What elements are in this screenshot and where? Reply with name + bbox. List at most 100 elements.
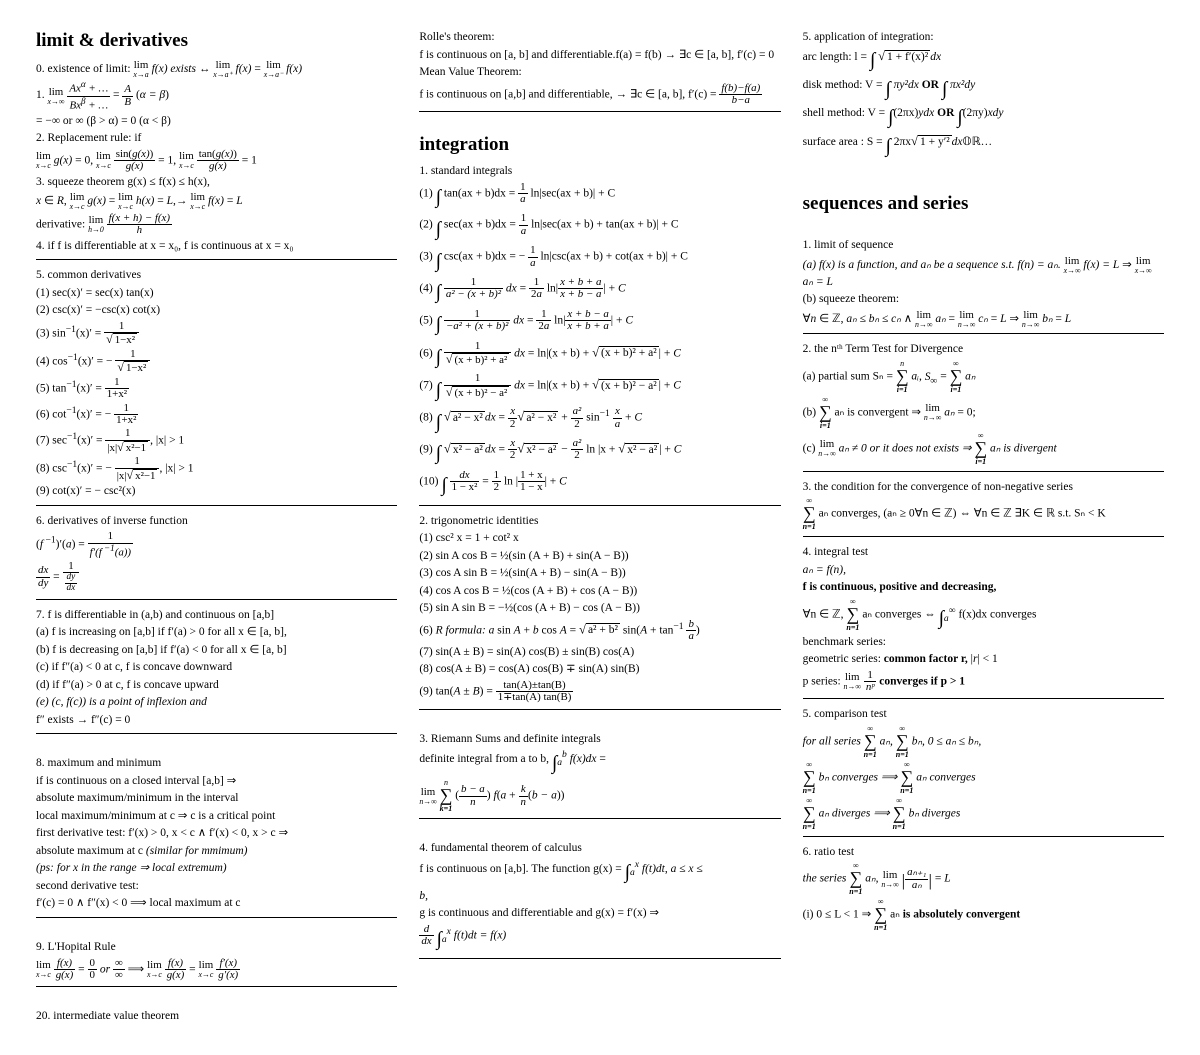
itb: f is continuous, positive and decreasing… <box>803 580 1164 596</box>
t29: (9) tan(A ± B) = tan(A)±tan(B)1∓tan(A) t… <box>419 680 780 704</box>
t: sec(ax + b)dx = <box>441 219 519 231</box>
disk: disk method: V = ∫ πy²dx OR ∫ πx²dy <box>803 77 1164 103</box>
int7: (7) ∫ 1√(x + b)² − a² dx = ln|(x + b) + … <box>419 373 780 404</box>
t: aₙ diverges ⟹ <box>819 807 893 819</box>
std-int: 1. standard integrals <box>419 164 780 180</box>
heading-limits: limit & derivatives <box>36 28 397 54</box>
ftc: 4. fundamental theorem of calculus <box>419 841 780 857</box>
nta: (a) partial sum Sₙ = n∑i=1 aᵢ, S∞ = ∞∑i=… <box>803 360 1164 394</box>
t: for all series <box>803 736 864 748</box>
item-3: 3. squeeze theorem g(x) ≤ f(x) ≤ h(x), <box>36 175 397 191</box>
rt: 6. ratio test <box>803 845 1164 861</box>
item-2b: limx→c g(x) = 0, limx→c sin(g(x))g(x) = … <box>36 149 397 173</box>
page-columns: limit & derivatives 0. existence of limi… <box>36 28 1164 1027</box>
mvt: Mean Value Theorem: <box>419 65 780 81</box>
item-8: 8. maximum and minimum <box>36 756 397 772</box>
i7d: (d) if f″(a) > 0 at c, f is concave upwa… <box>36 678 397 694</box>
d7: (7) sec−1(x)′ = 1|x|√x²−1, |x| > 1 <box>36 428 397 454</box>
col-3: 5. application of integration: arc lengt… <box>803 28 1164 1027</box>
t26: (6) R formula: a sin A + b cos A = √a² +… <box>419 619 780 643</box>
item-9: 9. L'Hopital Rule <box>36 940 397 956</box>
d9: (9) cot(x)′ = − csc²(x) <box>36 484 397 500</box>
t: aₙ converges <box>916 771 975 783</box>
t: (b) <box>803 406 819 418</box>
item-6: 6. derivatives of inverse function <box>36 514 397 530</box>
ftc3: g is continuous and differentiable and g… <box>419 906 780 922</box>
nn2: ∞∑n=1 aₙ converges, (aₙ ≥ 0∀n ∈ ℤ) ⇔ ∀n … <box>803 497 1164 531</box>
i7b: (b) f is decreasing on [a,b] if f′(a) < … <box>36 643 397 659</box>
int6: (6) ∫ 1√(x + b)² + a² dx = ln|(x + b) + … <box>419 341 780 372</box>
t22: (2) sin A cos B = ½(sin (A + B) + sin(A … <box>419 549 780 565</box>
riemann: 3. Riemann Sums and definite integrals <box>419 732 780 748</box>
d3: (3) sin−1(x)′ = 1√1−x² <box>36 321 397 347</box>
heading-series: sequences and series <box>803 191 1164 217</box>
ct3: ∞∑n=1 aₙ diverges ⟹ ∞∑n=1 bₙ diverges <box>803 797 1164 831</box>
t: aₙ, <box>880 736 896 748</box>
t: 0. existence of limit: <box>36 63 131 75</box>
t: bₙ diverges <box>909 807 961 819</box>
item-0: 0. existence of limit: limx→a f(x) exist… <box>36 60 397 79</box>
ct2: ∞∑n=1 bₙ converges ⟹ ∞∑n=1 aₙ converges <box>803 761 1164 795</box>
t: csc(ax + b)dx = − <box>441 251 528 263</box>
col-2: Rolle's theorem: f is continuous on [a, … <box>419 28 780 1027</box>
nn: 3. the condition for the convergence of … <box>803 480 1164 496</box>
t: aₙ is absolutely convergent <box>890 909 1020 921</box>
d1: (1) sec(x)′ = sec(x) tan(x) <box>36 286 397 302</box>
t: f(x)dx converges <box>958 608 1036 620</box>
ita: aₙ = f(n), <box>803 563 1164 579</box>
ftc4: ddx ∫ax f(t)dt = f(x) <box>419 924 780 954</box>
t25: (5) sin A sin B = −½(cos (A + B) − cos (… <box>419 601 780 617</box>
item-2: 2. Replacement rule: if <box>36 131 397 147</box>
t: bₙ converges ⟹ <box>819 771 901 783</box>
bm1: geometric series: common factor r, |r| <… <box>803 652 1164 668</box>
int5: (5) ∫ 1−a² + (x + b)² dx = 12a ln|x + b … <box>419 309 780 339</box>
item-20: 20. intermediate value theorem <box>36 1009 397 1025</box>
t24: (4) cos A cos B = ½(cos (A + B) + cos (A… <box>419 584 780 600</box>
int9: (9) ∫ √x² − a²dx = x2√x² − a² − a²2 ln |… <box>419 438 780 468</box>
riemann2: definite integral from a to b, ∫ab f(x)d… <box>419 749 780 777</box>
t: aₙ is convergent ⇒ <box>835 406 924 418</box>
item-3b: x ∈ R, limx→c g(x) = limx→c h(x) = L,→ l… <box>36 192 397 211</box>
riemann3: limn→∞ n∑k=1 (b − an) f(a + kn(b − a)) <box>419 779 780 813</box>
int1: (1) ∫ tan(ax + b)dx = 1a ln|sec(ax + b)|… <box>419 182 780 212</box>
it: 4. integral test <box>803 545 1164 561</box>
t: bₙ, 0 ≤ aₙ ≤ bₙ, <box>912 736 982 748</box>
t: aₙ, <box>865 873 881 885</box>
d2: (2) csc(x)′ = −csc(x) cot(x) <box>36 303 397 319</box>
t: (i) 0 ≤ L < 1 ⇒ <box>803 909 875 921</box>
int2: (2) ∫ sec(ax + b)dx = 1a ln|sec(ax + b) … <box>419 213 780 243</box>
rolle2: f is continuous on [a, b] and differenti… <box>419 48 780 64</box>
i8f: (ps: for x in the range ⇒ local extremum… <box>36 861 397 877</box>
i7f: f″ exists → f″(c) = 0 <box>36 713 397 729</box>
lsb2: ∀n ∈ ℤ, aₙ ≤ bₙ ≤ cₙ ∧ limn→∞ aₙ = limn→… <box>803 310 1164 329</box>
i8d: first derivative test: f′(x) > 0, x < c … <box>36 826 397 842</box>
i7a: (a) f is increasing on [a,b] if f′(a) > … <box>36 625 397 641</box>
ftc1: f is continuous on [a,b]. The function g… <box>419 859 780 887</box>
t: (c) <box>803 442 819 454</box>
t: (a) f(x) is a function, and aₙ be a sequ… <box>803 259 1064 271</box>
app-head: 5. application of integration: <box>803 30 1164 46</box>
i8h: f′(c) = 0 ∧ f″(x) < 0 ⟹ local maximum at… <box>36 896 397 912</box>
d5: (5) tan−1(x)′ = 11+x² <box>36 377 397 401</box>
t: (a) partial sum Sₙ = <box>803 371 896 383</box>
t: the series <box>803 873 850 885</box>
t23: (3) cos A sin B = ½(sin(A + B) − sin(A −… <box>419 566 780 582</box>
d8: (8) csc−1(x)′ = − 1|x|√x²−1, |x| > 1 <box>36 456 397 482</box>
i7c: (c) if f″(a) < 0 at c, f is concave down… <box>36 660 397 676</box>
t21: (1) csc² x = 1 + cot² x <box>419 531 780 547</box>
lhopital: limx→c f(x)g(x) = 00 or ∞∞ ⟹ limx→c f(x)… <box>36 958 397 982</box>
t: ln|sec(ax + b)| + C <box>528 187 616 199</box>
item-4: 4. if f is differentiable at x = x₀, f i… <box>36 239 397 255</box>
d6: (6) cot−1(x)′ = − 11+x² <box>36 403 397 427</box>
derivative-def: derivative: limh→0 f(x + h) − f(x)h <box>36 213 397 237</box>
t: ln|csc(ax + b) + cot(ax + b)| + C <box>538 251 688 263</box>
lsb: (b) squeeze theorem: <box>803 292 1164 308</box>
i8e: absolute maximum at c (similar for mmimu… <box>36 844 397 860</box>
t: definite integral from a to b, <box>419 753 552 765</box>
int10: (10) ∫ dx1 − x² = 12 ln |1 + x1 − x| + C <box>419 470 780 500</box>
t: arc length: l = <box>803 51 870 63</box>
shell: shell method: V = ∫(2πx)ydx OR ∫(2πy)xdy <box>803 105 1164 131</box>
trig-head: 2. trigonometric identities <box>419 514 780 530</box>
mvt2: f is continuous on [a,b] and differentia… <box>419 83 780 107</box>
t27: (7) sin(A ± B) = sin(A) cos(B) ± sin(B) … <box>419 645 780 661</box>
